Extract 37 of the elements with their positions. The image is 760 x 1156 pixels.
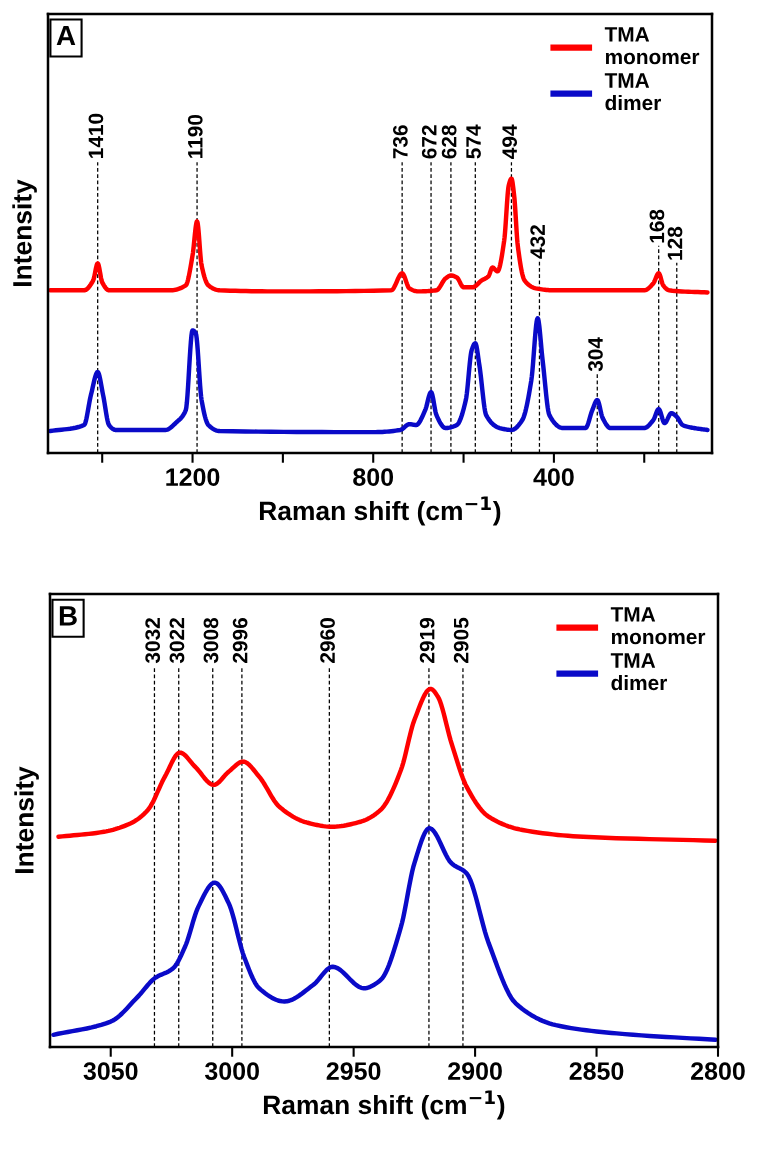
- text: B: [59, 606, 77, 626]
- ref-line-label: 672: [421, 125, 437, 159]
- ref-line-label: 2919: [419, 618, 435, 663]
- legend-label: TMA monomer: [610, 607, 706, 645]
- x-axis-title: Raman shift (cm$^{−1}$): [259, 496, 501, 526]
- x-tick-label: 800: [353, 468, 394, 486]
- ref-line-label: 3032: [145, 618, 161, 664]
- ref-line-label: 168: [649, 209, 665, 243]
- legend-label: TMA dimer: [604, 73, 661, 111]
- y-axis-title: Intensity: [14, 766, 39, 873]
- ref-line-label: 574: [466, 124, 481, 159]
- ref-line-label: 628: [441, 125, 457, 159]
- legend-label: TMA dimer: [610, 653, 667, 691]
- ref-line-label: 3008: [203, 617, 219, 664]
- ref-line-label: 304: [588, 337, 603, 372]
- text: A: [56, 25, 76, 46]
- ref-line-label: 2960: [320, 618, 335, 663]
- ref-line-label: 2996: [232, 618, 248, 663]
- x-tick-label: 2850: [569, 1062, 624, 1080]
- y-axis-title: Intensity: [12, 179, 37, 286]
- x-axis-title: Raman shift (cm$^{−1}$): [263, 1090, 505, 1120]
- ref-line-label: 2905: [453, 617, 469, 663]
- ref-line-label: 736: [392, 125, 408, 159]
- x-tick-label: 2900: [448, 1062, 502, 1080]
- ref-line-label: 1410: [88, 113, 104, 158]
- ref-line-label: 1190: [187, 114, 203, 158]
- legend-label: TMA monomer: [604, 27, 700, 65]
- ref-line-label: 432: [530, 225, 546, 259]
- ref-line-label: 494: [502, 124, 518, 159]
- ref-line-label: 128: [667, 226, 683, 260]
- ref-line-label: 3022: [169, 618, 185, 664]
- x-tick-label: 2950: [326, 1062, 381, 1080]
- x-tick-label: 1200: [166, 468, 220, 486]
- x-tick-label: 3000: [204, 1062, 259, 1080]
- x-tick-label: 3050: [83, 1062, 138, 1080]
- x-tick-label: 400: [533, 468, 574, 486]
- x-tick-label: 2800: [691, 1062, 745, 1080]
